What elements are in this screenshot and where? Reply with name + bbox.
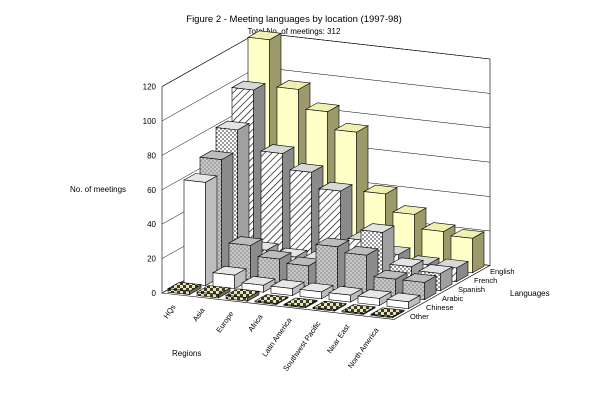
y-tick-label: 100	[143, 117, 157, 126]
category-label: North America	[346, 325, 381, 370]
bar-chinese-6	[357, 289, 392, 306]
y-tick-label: 0	[152, 289, 157, 298]
bar-other-6	[341, 304, 376, 315]
z-axis-label: Languages	[510, 289, 550, 298]
y-tick-label: 40	[147, 220, 156, 229]
bar-arabic-5	[344, 245, 379, 294]
category-label: Europe	[214, 309, 235, 334]
y-axis-label: No. of meetings	[70, 185, 126, 194]
bar-other-0	[167, 281, 202, 296]
y-tick-label: 60	[147, 186, 156, 195]
bar-other-1	[196, 285, 231, 299]
bar-chinese-7	[386, 292, 421, 310]
series-label: English	[490, 267, 515, 276]
bar-other-4	[283, 297, 318, 309]
chart-title: Figure 2 - Meeting languages by location…	[186, 14, 401, 25]
series-label: Spanish	[458, 285, 485, 294]
category-label: Africa	[246, 312, 265, 334]
bar-chinese-1	[212, 265, 247, 290]
bar-chinese-0	[183, 173, 218, 287]
category-label: HQs	[162, 303, 178, 321]
x-axis-label: Regions	[172, 349, 201, 358]
bar-arabic-4	[315, 237, 350, 291]
category-label: Latin America	[260, 315, 294, 358]
chart-subtitle: Total No. of meetings: 312	[248, 27, 341, 36]
bars	[167, 30, 485, 319]
y-tick-label: 20	[147, 255, 156, 264]
bar-other-2	[225, 288, 260, 302]
category-label: Asia	[191, 305, 207, 323]
bar-other-7	[370, 307, 405, 319]
bar-chinese-5	[328, 285, 363, 303]
bar-chinese-4	[299, 282, 334, 300]
series-label: Other	[410, 312, 429, 321]
bar-chinese-3	[270, 279, 305, 297]
series-label: Chinese	[426, 303, 454, 312]
series-label: Arabic	[442, 294, 464, 303]
bar-other-5	[312, 300, 347, 312]
bar-other-3	[254, 294, 289, 306]
y-tick-label: 80	[147, 151, 156, 160]
category-label: Near East	[325, 322, 352, 355]
series-label: French	[474, 276, 497, 285]
y-tick-label: 120	[143, 83, 157, 92]
